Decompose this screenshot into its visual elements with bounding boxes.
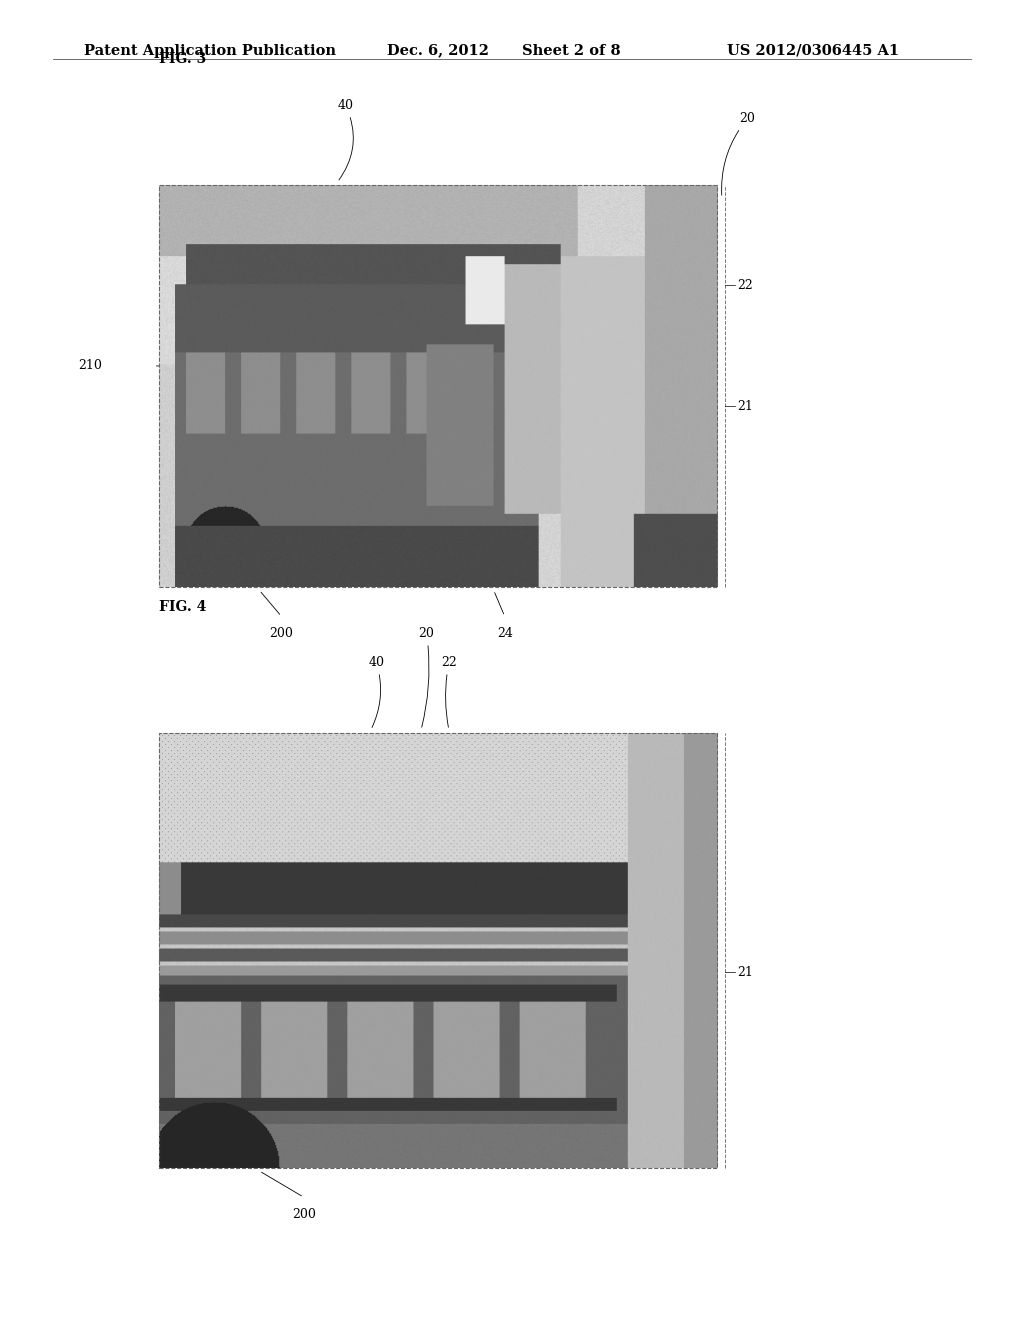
Text: 24: 24 bbox=[497, 627, 513, 640]
Text: US 2012/0306445 A1: US 2012/0306445 A1 bbox=[727, 44, 899, 58]
Text: 22: 22 bbox=[737, 279, 753, 292]
Text: FIG. 3: FIG. 3 bbox=[159, 51, 206, 66]
Text: 200: 200 bbox=[292, 1208, 315, 1221]
Text: Dec. 6, 2012: Dec. 6, 2012 bbox=[387, 44, 489, 58]
Text: 40: 40 bbox=[369, 656, 384, 727]
Text: 20: 20 bbox=[722, 112, 756, 195]
Text: 21: 21 bbox=[737, 400, 754, 413]
Text: 210: 210 bbox=[79, 359, 102, 372]
Text: Sheet 2 of 8: Sheet 2 of 8 bbox=[522, 44, 621, 58]
Text: Patent Application Publication: Patent Application Publication bbox=[84, 44, 336, 58]
Text: 200: 200 bbox=[269, 627, 294, 640]
Text: 21: 21 bbox=[737, 966, 754, 978]
Text: 20: 20 bbox=[419, 627, 434, 727]
Text: FIG. 4: FIG. 4 bbox=[159, 599, 206, 614]
Text: 22: 22 bbox=[441, 656, 457, 727]
Text: 40: 40 bbox=[338, 99, 353, 180]
Bar bbox=[159, 733, 717, 1168]
Bar bbox=[159, 185, 717, 587]
